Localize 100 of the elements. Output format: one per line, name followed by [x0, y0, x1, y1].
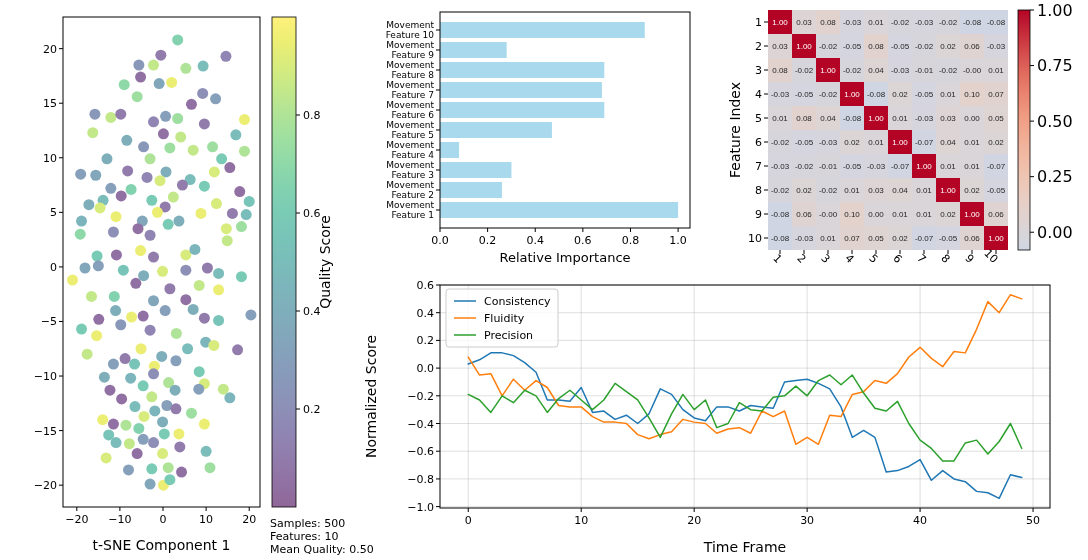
data-label: -0.05	[794, 90, 814, 99]
y-tick-label: 0.4	[416, 306, 434, 320]
x-tick-label: 0.0	[431, 234, 449, 247]
y-tick-label: 0.6	[416, 279, 434, 292]
bar	[440, 102, 605, 118]
bar	[440, 182, 502, 198]
y-tick-label: Movement Feature 1	[386, 200, 435, 221]
data-label: 0.01	[868, 18, 885, 27]
y-tick-label: 9	[755, 208, 762, 221]
data-label: 0.01	[772, 114, 789, 123]
data-label: -0.03	[890, 66, 910, 75]
data-label: 0.01	[988, 66, 1005, 75]
data-label: 0.02	[892, 234, 909, 243]
x-tick-label: 0.4	[526, 234, 544, 247]
data-label: 1.00	[796, 42, 813, 51]
data-label: -0.07	[986, 162, 1006, 171]
data-label: 1.00	[868, 114, 885, 123]
data-label: 0.05	[868, 234, 885, 243]
data-label: -0.05	[842, 42, 862, 51]
data-label: 0.04	[940, 138, 957, 147]
data-label: -0.02	[770, 138, 790, 147]
legend-label: Consistency	[484, 295, 551, 308]
y-tick-label: 10	[43, 151, 57, 165]
data-label: 1.00	[820, 66, 837, 75]
line-series	[467, 293, 1023, 446]
data-label: 0.02	[988, 138, 1005, 147]
y-tick-label: Movement Feature 10	[385, 20, 435, 41]
color-bar-label: 0.6	[303, 206, 321, 220]
y-tick-label: −1.0	[407, 500, 434, 514]
bar	[440, 42, 507, 58]
data-label: 0.02	[940, 210, 957, 219]
data-label: -0.08	[866, 90, 886, 99]
data-label: 0.01	[916, 210, 933, 219]
x-axis-title: t-SNE Component 1	[92, 537, 231, 553]
data-label: -0.02	[938, 18, 958, 27]
data-label: -0.08	[986, 18, 1006, 27]
y-axis-title: Normalized Score	[363, 334, 379, 459]
y-tick-label: −5	[40, 315, 57, 329]
y-tick-label: Movement Feature 6	[386, 100, 435, 121]
data-label: 0.04	[820, 114, 837, 123]
data-label: 1.00	[940, 186, 957, 195]
bar	[440, 162, 512, 178]
data-label: 0.01	[940, 162, 957, 171]
x-tick-label: 40	[913, 514, 928, 527]
line-series	[467, 352, 1023, 500]
data-label: -0.02	[794, 66, 814, 75]
x-tick-label: 8	[938, 251, 953, 266]
data-label: -0.03	[770, 162, 790, 171]
data-label: -0.07	[914, 138, 934, 147]
data-label: 0.01	[820, 234, 837, 243]
y-tick-label: 6	[755, 136, 762, 149]
line-series	[467, 374, 1023, 462]
data-label: -0.03	[842, 18, 862, 27]
data-label: 0.03	[796, 18, 813, 27]
x-tick-label: 2	[794, 251, 809, 266]
data-label: -0.01	[818, 162, 838, 171]
data-label: 0.00	[868, 210, 885, 219]
y-tick-label: 1	[755, 16, 762, 29]
data-label: 0.00	[964, 114, 981, 123]
data-label: 0.06	[964, 234, 981, 243]
data-label: 0.07	[988, 90, 1005, 99]
data-label: 1.00	[772, 18, 789, 27]
data-label: 0.10	[964, 90, 981, 99]
data-label: 0.03	[772, 42, 789, 51]
data-label: -0.08	[962, 18, 982, 27]
bar	[440, 82, 602, 98]
x-tick-label: 9	[962, 251, 977, 266]
x-tick-label: 3	[818, 251, 833, 266]
data-label: 0.04	[892, 186, 909, 195]
x-tick-label: −20	[65, 513, 89, 526]
x-tick-label: 0	[159, 513, 167, 526]
data-label: 0.01	[868, 138, 885, 147]
data-label: -0.07	[890, 162, 910, 171]
x-axis-title: Time Frame	[702, 539, 787, 555]
y-tick-label: Movement Feature 9	[386, 40, 435, 61]
data-label: 0.02	[940, 42, 957, 51]
data-label: -0.02	[794, 162, 814, 171]
data-label: -0.00	[962, 66, 982, 75]
data-label: -0.02	[890, 18, 910, 27]
data-label: 0.01	[892, 114, 909, 123]
color-bar-label: 0.00	[1037, 222, 1073, 242]
y-tick-label: 20	[43, 42, 57, 56]
y-tick-label: −15	[33, 424, 57, 438]
data-label: 0.02	[892, 90, 909, 99]
y-tick-label: Movement Feature 7	[386, 80, 435, 101]
data-label: 0.01	[964, 138, 981, 147]
x-tick-label: 0.8	[621, 234, 640, 247]
data-label: -0.05	[890, 42, 910, 51]
y-tick-label: 7	[755, 160, 762, 173]
bar	[440, 142, 460, 158]
y-tick-label: −0.2	[407, 389, 434, 403]
data-label: -0.02	[818, 42, 838, 51]
y-tick-label: Movement Feature 8	[386, 60, 435, 81]
data-label: -0.02	[818, 90, 838, 99]
data-label: 1.00	[964, 210, 981, 219]
x-tick-label: 30	[800, 514, 815, 527]
data-label: 0.07	[844, 234, 861, 243]
x-tick-label: 10	[574, 514, 589, 527]
y-tick-label: Movement Feature 2	[386, 180, 435, 201]
legend-label: Precision	[484, 329, 534, 342]
